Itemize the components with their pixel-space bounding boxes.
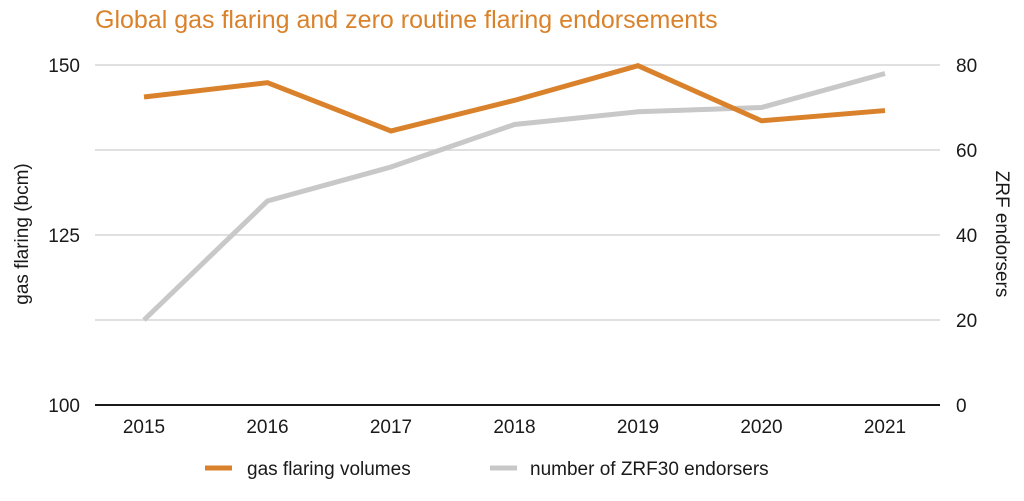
legend-label-number-of-zrf30-endorsers: number of ZRF30 endorsers [530, 459, 769, 480]
y-right-tick-20: 20 [956, 311, 977, 332]
chart-title: Global gas flaring and zero routine flar… [95, 6, 718, 34]
gridlines [95, 64, 940, 321]
y-right-tick-80: 80 [956, 56, 977, 77]
x-tick-2019: 2019 [617, 417, 659, 438]
series-line-gas-flaring-volumes [143, 63, 886, 134]
y-axis-left-label: gas flaring (bcm) [12, 163, 33, 305]
y-left-tick-125: 125 [48, 226, 80, 247]
y-right-tick-labels: 0 20 40 60 80 [956, 56, 977, 417]
x-tick-2021: 2021 [864, 417, 906, 438]
y-left-tick-labels: 100 125 150 [48, 56, 80, 417]
y-left-tick-150: 150 [48, 56, 80, 77]
x-tick-2016: 2016 [246, 417, 288, 438]
y-left-tick-100: 100 [48, 396, 80, 417]
series-line-number-of-zrf30-endorsers [142, 71, 886, 322]
y-axis-right-label: ZRF endorsers [991, 171, 1012, 298]
x-tick-2017: 2017 [370, 417, 412, 438]
x-tick-2018: 2018 [493, 417, 535, 438]
legend: gas flaring volumes number of ZRF30 endor… [205, 459, 769, 480]
y-right-tick-60: 60 [956, 141, 977, 162]
x-tick-2020: 2020 [740, 417, 782, 438]
x-tick-2015: 2015 [123, 417, 165, 438]
x-tick-labels: 2015 2016 2017 2018 2019 2020 2021 [123, 417, 906, 438]
y-right-tick-40: 40 [956, 226, 977, 247]
legend-label-gas-flaring-volumes: gas flaring volumes [247, 459, 411, 480]
y-right-tick-0: 0 [956, 396, 967, 417]
series-lines [142, 63, 886, 322]
